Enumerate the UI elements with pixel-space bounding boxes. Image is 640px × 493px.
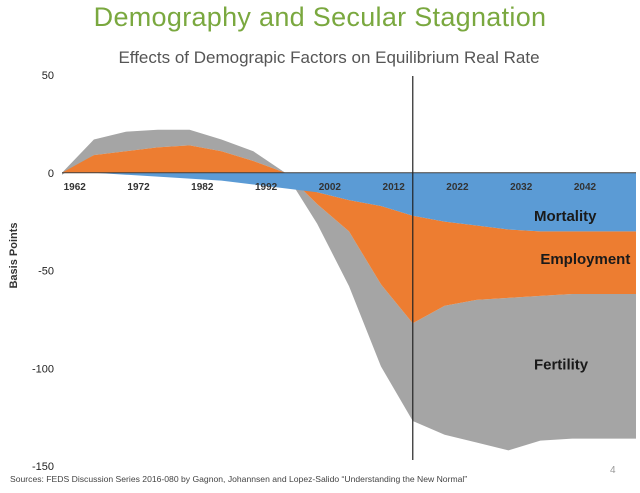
area-fertility: [62, 129, 636, 451]
series-label-mortality: Mortality: [534, 208, 597, 225]
series-label-employment: Employment: [540, 251, 630, 268]
x-tick-label: 1972: [127, 182, 150, 193]
area-employment: [62, 145, 636, 324]
y-tick-label: -150: [32, 461, 54, 473]
x-tick-label: 1982: [191, 182, 214, 193]
area-layer: [62, 129, 636, 451]
x-tick-label: 1962: [64, 182, 87, 193]
page-number: 4: [610, 465, 616, 476]
x-tick-label: 1992: [255, 182, 278, 193]
chart-subtitle: Effects of Demograpic Factors on Equilib…: [118, 48, 540, 67]
x-tick-label: 2032: [510, 182, 533, 193]
series-label-fertility: Fertility: [534, 356, 589, 373]
label-layer: Mortality Employment Fertility: [534, 208, 630, 374]
x-tick-label: 2002: [319, 182, 342, 193]
x-tick-label: 2042: [574, 182, 597, 193]
y-axis-title: Basis Points: [8, 222, 20, 288]
y-tick-label: 0: [48, 168, 54, 180]
y-tick-label: 50: [42, 70, 54, 82]
slide-title: Demography and Secular Stagnation: [93, 2, 547, 32]
x-tick-label: 2022: [446, 182, 469, 193]
y-tick-label: -50: [38, 266, 54, 278]
y-tick-label: -100: [32, 363, 54, 375]
source-note: Sources: FEDS Discussion Series 2016-080…: [10, 474, 468, 484]
axis-layer: 50 0 -50 -100 -150 1962 1972 1982 1992 2002 2012 20…: [8, 70, 636, 473]
x-tick-label: 2012: [383, 182, 406, 193]
area-mortality: [62, 172, 636, 232]
